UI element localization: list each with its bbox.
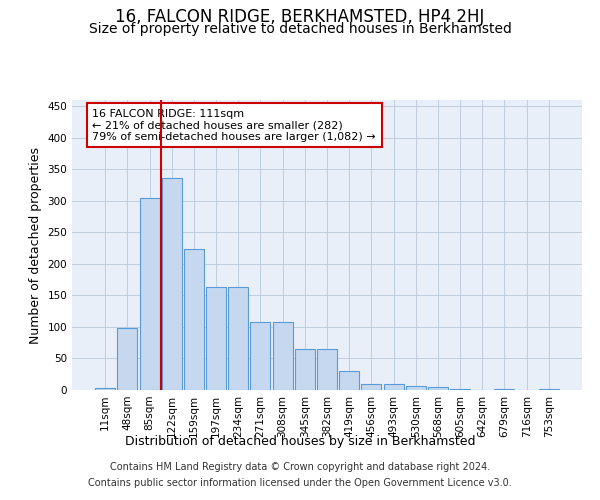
- Bar: [206, 286, 226, 390]
- Bar: [361, 384, 382, 390]
- Bar: [539, 388, 559, 390]
- Bar: [228, 286, 248, 390]
- Bar: [140, 198, 160, 390]
- Bar: [317, 349, 337, 390]
- Text: Size of property relative to detached houses in Berkhamsted: Size of property relative to detached ho…: [89, 22, 511, 36]
- Bar: [184, 249, 204, 390]
- Text: 16 FALCON RIDGE: 111sqm
← 21% of detached houses are smaller (282)
79% of semi-d: 16 FALCON RIDGE: 111sqm ← 21% of detache…: [92, 108, 376, 142]
- Bar: [494, 388, 514, 390]
- Bar: [118, 328, 137, 390]
- Bar: [95, 388, 115, 390]
- Bar: [450, 388, 470, 390]
- Bar: [295, 349, 315, 390]
- Bar: [406, 386, 426, 390]
- Bar: [162, 178, 182, 390]
- Bar: [383, 384, 404, 390]
- Bar: [250, 322, 271, 390]
- Bar: [339, 371, 359, 390]
- Text: Contains HM Land Registry data © Crown copyright and database right 2024.: Contains HM Land Registry data © Crown c…: [110, 462, 490, 472]
- Text: Contains public sector information licensed under the Open Government Licence v3: Contains public sector information licen…: [88, 478, 512, 488]
- Bar: [272, 322, 293, 390]
- Bar: [428, 388, 448, 390]
- Text: 16, FALCON RIDGE, BERKHAMSTED, HP4 2HJ: 16, FALCON RIDGE, BERKHAMSTED, HP4 2HJ: [115, 8, 485, 26]
- Text: Distribution of detached houses by size in Berkhamsted: Distribution of detached houses by size …: [125, 435, 475, 448]
- Y-axis label: Number of detached properties: Number of detached properties: [29, 146, 42, 344]
